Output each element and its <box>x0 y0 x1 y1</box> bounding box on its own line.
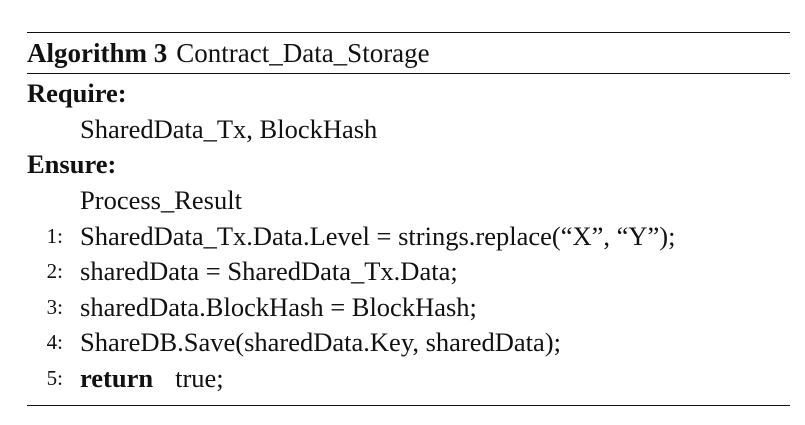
step-text: sharedData.BlockHash = BlockHash; <box>80 291 477 322</box>
step-number: 1: <box>46 223 63 248</box>
algorithm-name: Contract_Data_Storage <box>176 37 430 68</box>
algorithm-label: Algorithm 3 <box>27 37 168 68</box>
step-content: return true; <box>27 363 224 394</box>
step-text: SharedData_Tx.Data.Level = strings.repla… <box>80 220 676 251</box>
ensure-value-line: Process_Result <box>27 183 790 219</box>
algorithm-body: Require: SharedData_Tx, BlockHash Ensure… <box>27 74 790 396</box>
ensure-value: Process_Result <box>80 185 242 216</box>
return-keyword: return <box>80 363 154 394</box>
require-line: Require: <box>27 76 790 112</box>
step-text: true; <box>175 363 224 394</box>
step-line: 5: return true; <box>27 361 790 397</box>
step-text: sharedData = SharedData_Tx.Data; <box>80 256 458 287</box>
step-number: 4: <box>46 330 63 355</box>
top-rule <box>27 32 790 33</box>
require-value: SharedData_Tx, BlockHash <box>80 113 378 144</box>
step-number: 3: <box>46 294 63 319</box>
step-line: 3: sharedData.BlockHash = BlockHash; <box>27 290 790 326</box>
step-line: 1: SharedData_Tx.Data.Level = strings.re… <box>27 218 790 254</box>
algorithm-block: Algorithm 3 Contract_Data_Storage Requir… <box>27 32 790 407</box>
require-value-line: SharedData_Tx, BlockHash <box>27 112 790 148</box>
caption-rule <box>27 73 790 74</box>
step-number: 2: <box>46 259 63 284</box>
ensure-label: Ensure: <box>27 149 117 180</box>
step-line: 2: sharedData = SharedData_Tx.Data; <box>27 254 790 290</box>
step-number: 5: <box>46 366 63 391</box>
require-label: Require: <box>27 78 127 109</box>
bottom-rule <box>27 405 790 407</box>
step-line: 4: ShareDB.Save(sharedData.Key, sharedDa… <box>27 325 790 361</box>
ensure-line: Ensure: <box>27 147 790 183</box>
algorithm-caption: Algorithm 3 Contract_Data_Storage <box>27 33 790 73</box>
step-text: ShareDB.Save(sharedData.Key, sharedData)… <box>80 327 561 358</box>
